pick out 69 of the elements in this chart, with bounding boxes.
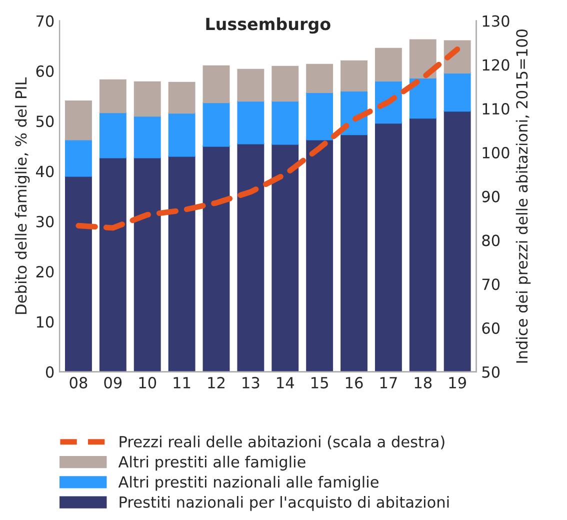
x-tick-label: 11 [174,377,190,388]
bar [306,139,334,372]
bar [340,134,368,372]
x-tick-label: 15 [312,377,328,388]
x-tick-label: 13 [242,376,260,388]
bar [65,139,92,177]
x-tick-label: 19 [449,376,466,388]
bar [374,122,402,372]
bar [202,146,230,372]
y2-tick-label: 80 [482,234,500,246]
bar [237,143,264,372]
y-tick-label: 50 [36,116,54,128]
y-tick-label: 0 [46,366,54,378]
legend-label: Prezzi reali delle abitazioni (scala a destra) [120,436,444,450]
y2-tick-label: 70 [482,278,500,290]
bar [99,157,126,372]
x-tick-label: 08 [70,376,88,388]
bar [374,48,402,82]
bar [409,118,436,372]
y2-tick-label: 110 [482,103,510,115]
y-tick-label: 10 [36,316,54,328]
bar [237,68,264,102]
bar [202,102,230,147]
bar [409,77,436,119]
y-tick-label: 40 [36,166,54,178]
bar [65,100,92,140]
bar [134,116,161,158]
x-tick-label: 12 [208,376,224,388]
y-tick-label: 70 [36,15,54,27]
x-tick-label: 10 [139,376,156,388]
legend-label: Prestiti nazionali per l'acquisto di abitazioni [120,496,449,511]
bar [237,100,264,144]
bar [272,144,299,372]
y-tick-label: 30 [36,216,54,228]
chart-title: Lussemburgo [206,17,330,34]
bar [306,92,334,140]
bar [272,66,299,102]
bar [134,81,161,117]
bar [409,39,436,79]
bar [340,60,368,92]
legend-label: Altri prestiti alle famiglie [118,456,306,471]
y-tick-label: 20 [36,266,54,278]
legend-label: Altri prestiti nazionali alle famiglie [118,476,378,491]
bar [168,156,196,372]
bar [168,82,196,114]
bar [272,100,299,145]
y2-tick-label: 60 [482,322,500,334]
x-tick-label: 18 [414,376,432,388]
bar [65,176,92,372]
bar [444,110,471,372]
x-tick-label: 17 [380,377,397,388]
y2-tick-label: 120 [482,59,510,71]
bar [168,112,196,157]
bar [444,72,471,112]
y-tick-label: 60 [36,65,54,77]
y2-tick-label: 100 [482,146,510,158]
bar [306,64,334,94]
x-tick-label: 09 [104,376,122,388]
y2-axis-title: Indice dei prezzi delle abitazioni, 2015=100 [516,29,531,363]
x-tick-label: 16 [346,376,363,388]
y-axis-title: Debito delle famiglie, % del PIL [14,77,30,314]
y2-tick-label: 90 [482,190,500,202]
x-tick-label: 14 [277,377,294,388]
bar [202,65,230,104]
bar [99,79,126,114]
y2-tick-label: 50 [482,366,500,378]
bar [99,112,126,158]
y2-tick-label: 130 [482,15,510,27]
bar [134,157,161,372]
